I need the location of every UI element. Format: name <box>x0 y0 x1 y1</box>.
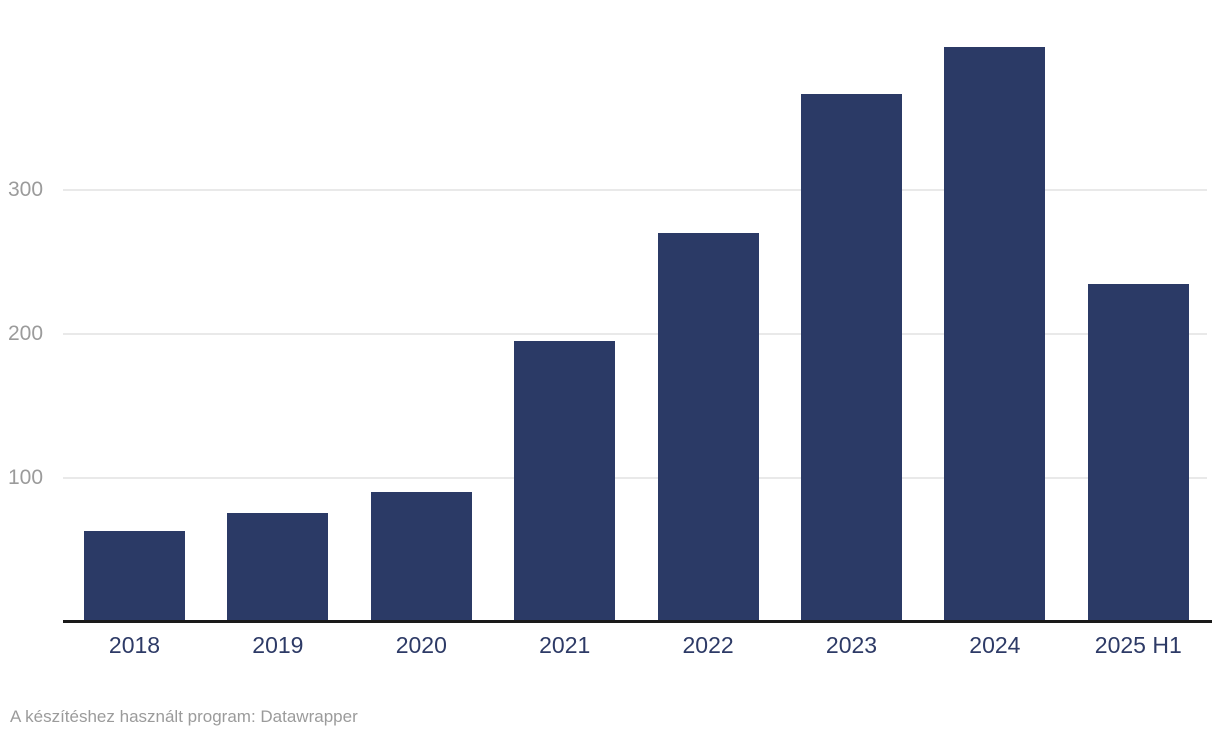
x-axis-label-2023: 2023 <box>825 632 878 658</box>
x-axis-label-2022: 2022 <box>682 632 734 658</box>
bar-2023 <box>801 93 902 622</box>
gridline-200 <box>63 333 1207 335</box>
gridline-100 <box>63 477 1207 479</box>
x-axis-label-2021: 2021 <box>539 632 591 658</box>
gridline-300 <box>63 189 1207 191</box>
y-tick-label-100: 100 <box>8 466 44 489</box>
x-axis-label-2020: 2020 <box>395 632 447 658</box>
bar-2018 <box>84 531 185 622</box>
chart-attribution: A készítéshez használt program: Datawrap… <box>10 707 358 726</box>
x-axis-label-2019: 2019 <box>252 632 304 658</box>
x-axis-label-2024: 2024 <box>969 632 1021 658</box>
bar-2020 <box>370 492 472 622</box>
bar-2022 <box>657 233 759 622</box>
bar-2019 <box>227 512 329 622</box>
bar-2021 <box>514 341 616 622</box>
x-axis-label-2018: 2018 <box>108 632 161 658</box>
bar-2025-h1 <box>1087 283 1189 622</box>
x-axis-baseline <box>63 620 1212 623</box>
y-tick-label-300: 300 <box>8 178 44 201</box>
y-tick-label-200: 200 <box>8 322 44 345</box>
bar-2024 <box>944 47 1046 622</box>
x-axis-label-2025-h1: 2025 H1 <box>1094 632 1182 658</box>
